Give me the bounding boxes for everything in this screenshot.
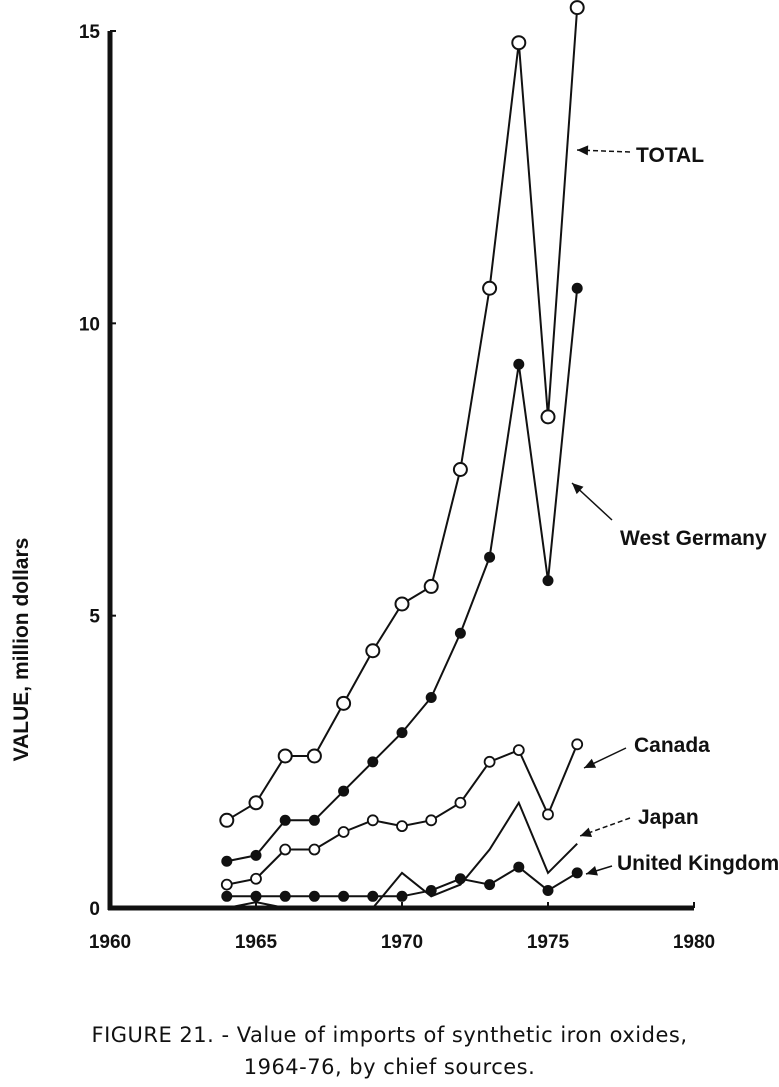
series-1-point-0 — [221, 855, 233, 867]
series-4-point-1 — [250, 890, 262, 902]
series-1-point-10 — [513, 358, 525, 370]
series-0-point-6 — [394, 596, 410, 612]
series-2-point-5 — [366, 814, 379, 827]
series-label-arrowhead-3 — [580, 827, 593, 837]
series-label-arrowhead-1 — [572, 483, 584, 495]
series-4-point-6 — [396, 890, 408, 902]
chart-series — [219, 0, 585, 909]
series-4-point-7 — [425, 884, 437, 896]
series-4-point-4 — [338, 890, 350, 902]
series-1-point-11 — [542, 575, 554, 587]
x-tick-label-1: 1965 — [235, 932, 278, 953]
series-1-point-1 — [250, 849, 262, 861]
series-4-point-2 — [279, 890, 291, 902]
series-4-point-5 — [367, 890, 379, 902]
series-4-point-3 — [308, 890, 320, 902]
series-2-point-4 — [337, 826, 350, 838]
y-tick-label-2: 10 — [79, 314, 100, 335]
series-2-point-8 — [454, 796, 467, 809]
series-0-point-3 — [306, 748, 322, 764]
series-0-point-10 — [511, 35, 527, 51]
series-line-1 — [226, 288, 579, 863]
series-label-arrowhead-2 — [584, 758, 597, 768]
line-chart: 0 5 10 15 1960 1965 1970 1975 1980 VALUE, million… — [10, 0, 779, 953]
chart-axes: 0 5 10 15 1960 1965 1970 1975 1980 VALUE, million… — [10, 22, 715, 953]
series-2-point-12 — [571, 738, 584, 751]
series-2-point-6 — [396, 820, 408, 833]
series-4-point-9 — [484, 879, 496, 891]
x-tick-label-4: 1980 — [673, 932, 715, 953]
series-0-point-1 — [248, 795, 264, 811]
series-0-point-2 — [277, 748, 293, 764]
series-label-1: West Germany — [620, 527, 767, 550]
series-0-point-7 — [423, 578, 439, 594]
series-1-point-7 — [425, 692, 437, 704]
series-1-point-12 — [571, 282, 583, 294]
series-line-3 — [226, 800, 578, 909]
series-1-point-6 — [396, 727, 408, 739]
x-tick-label-0: 1960 — [89, 932, 131, 953]
series-1-point-3 — [308, 814, 320, 826]
series-2-point-11 — [542, 808, 554, 821]
series-4-point-12 — [571, 867, 583, 879]
y-tick-label-0: 0 — [89, 899, 100, 920]
series-1-point-2 — [279, 814, 291, 826]
series-2-point-2 — [279, 843, 292, 856]
series-0-point-8 — [452, 462, 468, 477]
figure-caption-line-1: FIGURE 21. - Value of imports of synthet… — [91, 1023, 688, 1047]
series-label-4: United Kingdom — [617, 852, 779, 875]
series-1-point-9 — [484, 551, 496, 563]
series-2-point-3 — [308, 843, 321, 856]
series-2-point-7 — [425, 814, 438, 827]
series-0-point-5 — [365, 643, 381, 659]
series-2-point-0 — [220, 878, 233, 891]
series-0-point-11 — [540, 409, 556, 425]
y-tick-label-1: 5 — [89, 607, 100, 628]
series-1-point-4 — [338, 785, 350, 797]
series-0-point-12 — [569, 0, 585, 16]
series-label-arrowhead-0 — [577, 145, 589, 156]
series-4-point-11 — [542, 884, 554, 896]
series-label-3: Japan — [638, 806, 699, 829]
series-4-point-0 — [221, 890, 233, 902]
series-4-point-8 — [454, 873, 466, 885]
series-labels: TOTAL West Germany Canada Japan United Kingd… — [571, 144, 779, 876]
series-2-point-1 — [250, 872, 262, 885]
x-tick-label-2: 1970 — [381, 932, 423, 953]
series-0-point-9 — [482, 280, 498, 296]
series-0-point-0 — [219, 812, 235, 828]
series-2-point-10 — [512, 744, 525, 757]
series-0-point-4 — [336, 695, 352, 711]
series-1-point-8 — [454, 627, 466, 639]
x-tick-label-3: 1975 — [527, 932, 570, 953]
figure-caption-line-2: 1964-76, by chief sources. — [243, 1055, 536, 1079]
series-4-point-10 — [513, 861, 525, 873]
series-1-point-5 — [367, 756, 379, 768]
y-tick-label-3: 15 — [79, 22, 101, 43]
series-label-2: Canada — [634, 734, 710, 757]
series-label-arrowhead-4 — [586, 865, 598, 876]
y-axis-label: VALUE, million dollars — [10, 538, 33, 762]
series-2-point-9 — [483, 755, 496, 768]
series-label-0: TOTAL — [636, 144, 704, 167]
